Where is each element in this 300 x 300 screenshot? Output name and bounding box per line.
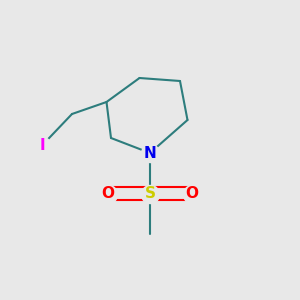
Text: N: N: [144, 146, 156, 160]
Text: I: I: [39, 138, 45, 153]
Text: S: S: [145, 186, 155, 201]
Text: O: O: [101, 186, 115, 201]
Text: O: O: [185, 186, 199, 201]
